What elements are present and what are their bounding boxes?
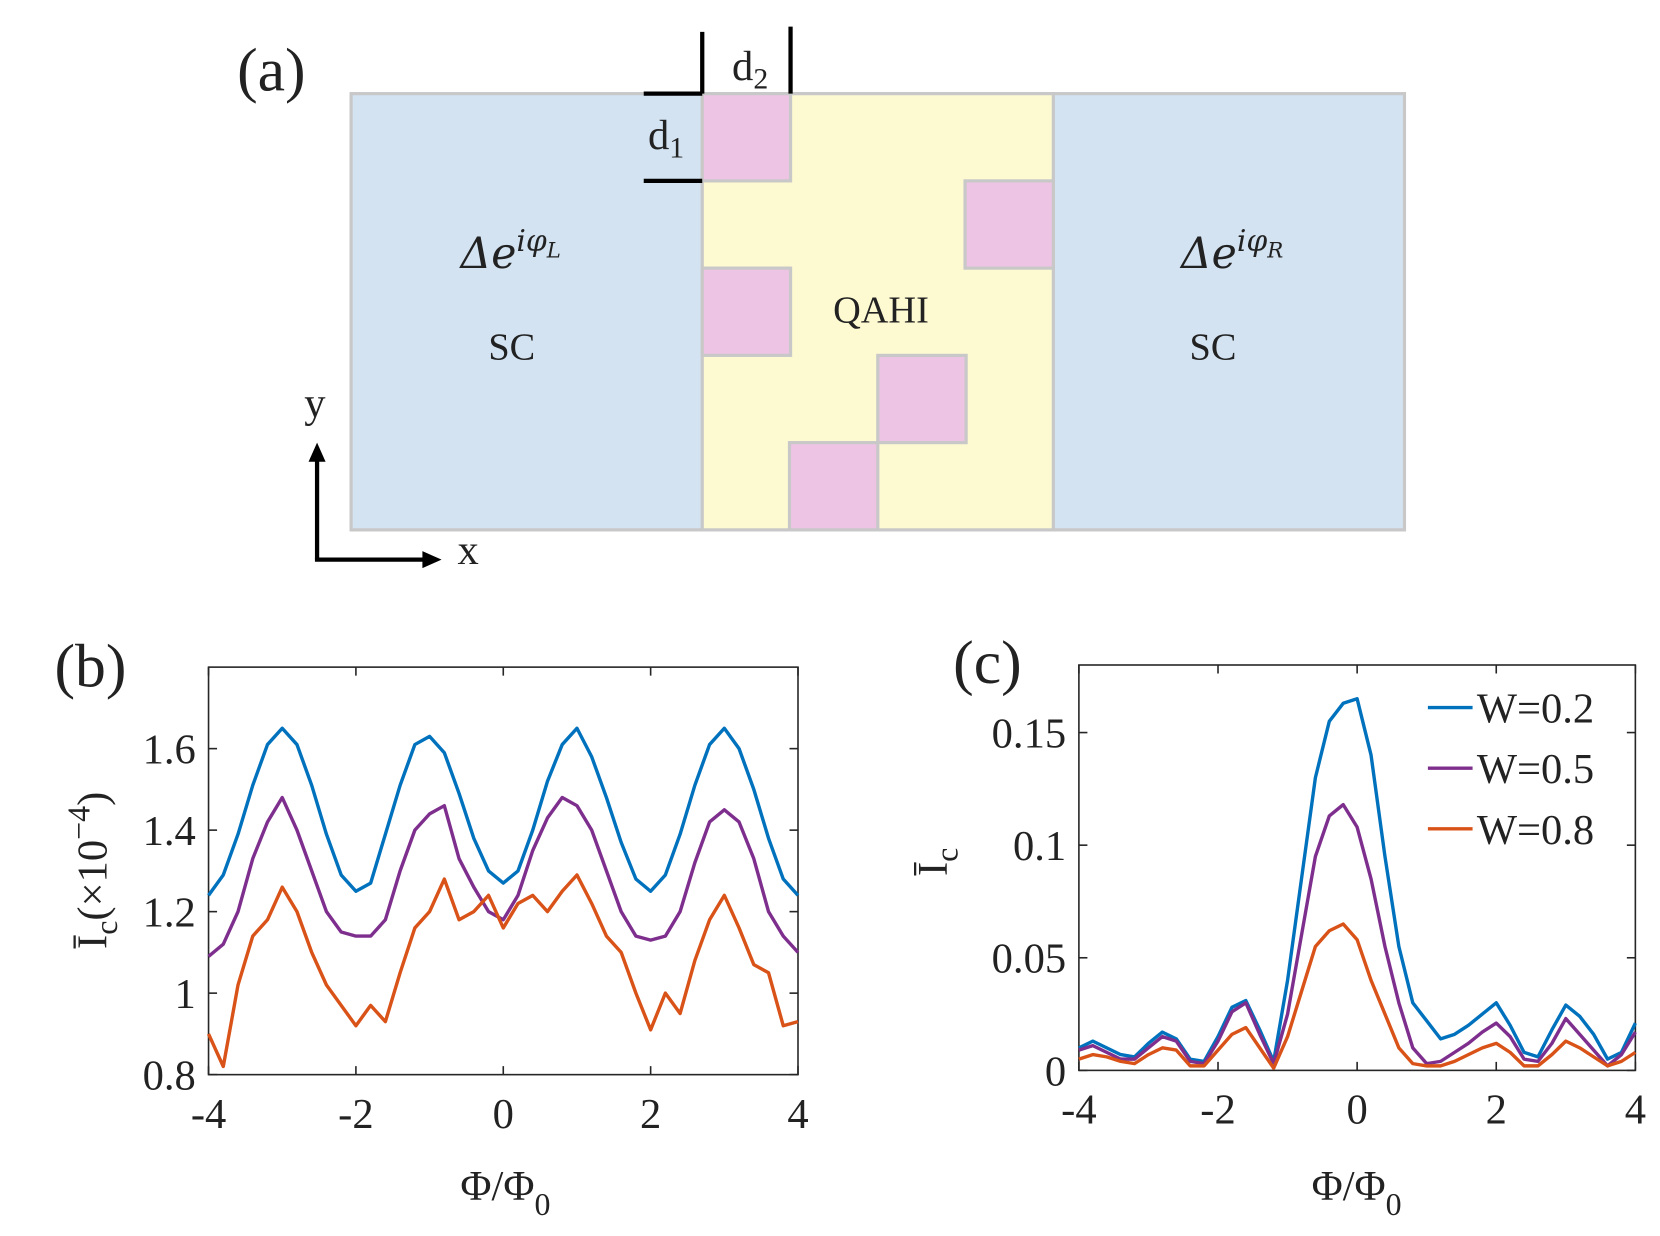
x-axis-label: x [458,527,479,574]
disorder-squares [700,92,1055,532]
square [700,266,793,357]
square [700,92,793,183]
sc-label: SC [488,327,535,369]
series-line [206,873,799,1069]
x-tick-label: 0 [1346,1087,1367,1134]
y-tick-label: 0.05 [992,936,1066,983]
text: 1 [669,131,684,164]
x-tick-label: 2 [1486,1087,1507,1134]
text: iφ [516,224,547,259]
text: 2 [753,62,768,95]
text: d [732,43,753,90]
y-tick-label: 0 [1045,1048,1066,1095]
series-line [207,726,800,897]
plot-area [207,666,799,1076]
dimension-marks [643,26,793,184]
panel-label: (b) [54,632,126,700]
y-tick-label: 1.4 [143,808,196,855]
y-tick-label: 0.8 [143,1053,196,1100]
y-tick-label: 0.15 [992,710,1066,757]
text: (×10 [69,840,116,921]
legend-label: W=0.8 [1477,807,1594,854]
text: 0 [1386,1187,1402,1222]
text: 0 [534,1187,550,1222]
text: L [546,238,561,263]
text: Φ/Φ [460,1163,534,1210]
sc-label: SC [1190,327,1237,369]
diagram: (a) d2 d1 ΔeiφL ΔeiφR SC QAHI SC y x [237,26,1407,574]
square [787,441,880,532]
figure-content: (a) d2 d1 ΔeiφL ΔeiφR SC QAHI SC y x -4-… [54,26,1646,1222]
text: Δe [459,229,517,279]
x-tick-label: 0 [493,1091,514,1138]
text: ) [69,792,116,806]
series-line [1078,922,1637,1070]
panel-label: (c) [953,629,1021,697]
text: Φ/Φ [1312,1163,1386,1210]
text: −4 [61,806,96,840]
text: d [648,112,669,159]
x-tick-label: 2 [640,1091,661,1138]
y-axis-label: Īc(×10−4) [61,792,124,949]
text: c [930,848,965,862]
square [876,353,968,445]
x-axis-label: Φ/Φ0 [460,1163,550,1222]
chart: -4 -2 0 2 4 0 0.05 0.1 0.15 W=0.2 W=0.5 W=0.8 (c) Φ/Φ… [910,629,1646,1222]
qahi-label: QAHI [833,289,929,331]
arrow-head [308,442,326,462]
plot-area [1078,664,1637,1072]
x-tick-label: 4 [787,1091,808,1138]
text: c [89,921,124,935]
series-line [1078,802,1637,1068]
text: R [1266,238,1283,263]
text: Ī [69,935,116,949]
legend-label: W=0.2 [1477,685,1594,732]
x-tick-label: -2 [338,1091,373,1138]
right-phase: ΔeiφR [1179,224,1283,279]
series-line [207,795,800,958]
y-axis-label: Īc [910,848,965,876]
y-tick-label: 1.6 [143,727,196,774]
left-phase: ΔeiφL [459,224,561,279]
text: Δe [1179,229,1237,279]
square [963,179,1055,270]
y-axis-label: y [304,380,326,427]
y-tick-label: 0.1 [1013,823,1066,870]
axes-arrows [308,442,442,569]
arrow-head [422,551,442,569]
series-line [1078,697,1637,1064]
d1-label: d1 [648,112,684,165]
x-tick-label: -4 [1061,1087,1096,1134]
text: iφ [1237,224,1268,259]
panel-label: (a) [237,36,305,104]
x-tick-label: -2 [1200,1087,1235,1134]
x-axis-label: Φ/Φ0 [1312,1163,1402,1222]
y-tick-label: 1.2 [143,890,196,937]
text: Ī [910,862,957,876]
x-tick-label: 4 [1625,1087,1646,1134]
y-tick-label: 1 [174,971,195,1018]
d2-label: d2 [732,43,768,96]
legend-label: W=0.5 [1477,746,1594,793]
x-tick-label: -4 [191,1091,226,1138]
